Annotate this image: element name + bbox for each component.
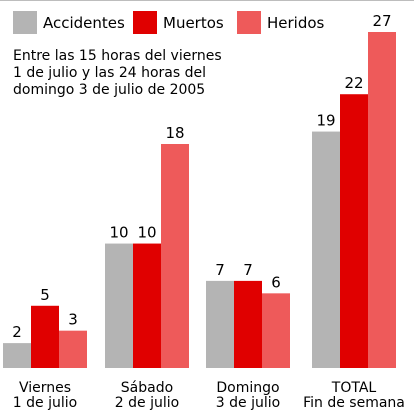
subtitle-line: Entre las 15 horas del viernes (13, 48, 222, 64)
legend-label-heridos: Heridos (267, 14, 325, 32)
legend-label-accidentes: Accidentes (43, 14, 125, 32)
legend-swatch-heridos (237, 11, 261, 34)
bar-accidentes-2 (206, 280, 234, 368)
category-label-0: Viernes 1 de julio (13, 380, 77, 411)
data-label-heridos-2: 6 (271, 273, 281, 291)
data-label-heridos-0: 3 (68, 311, 78, 329)
bar-muertos-2 (234, 280, 262, 368)
data-label-muertos-2: 7 (243, 261, 253, 279)
bar-muertos-0 (31, 305, 59, 368)
category-label-3: TOTAL Fin de semana (303, 380, 405, 411)
legend-swatch-accidentes (13, 11, 37, 34)
bar-heridos-1 (161, 144, 189, 368)
category-label-2: Domingo 3 de julio (216, 380, 280, 411)
bar-heridos-2 (262, 293, 290, 368)
data-label-heridos-1: 18 (165, 124, 184, 142)
category-labels: Viernes 1 de julio Sábado 2 de julio Domingo… (13, 380, 405, 411)
data-label-accidentes-1: 10 (109, 224, 128, 242)
subtitle-line: domingo 3 de julio de 2005 (13, 82, 205, 98)
bar-muertos-3 (340, 94, 368, 368)
data-label-muertos-1: 10 (137, 224, 156, 242)
data-label-accidentes-3: 19 (316, 112, 335, 130)
data-label-muertos-3: 22 (344, 74, 363, 92)
bar-accidentes-3 (312, 131, 340, 368)
legend: Accidentes Muertos Heridos (13, 11, 325, 34)
bar-accidentes-0 (3, 343, 31, 368)
bar-accidentes-1 (105, 243, 133, 368)
bar-muertos-1 (133, 243, 161, 368)
bars (3, 32, 396, 368)
legend-swatch-muertos (133, 11, 157, 34)
data-label-heridos-3: 27 (372, 12, 391, 30)
bar-heridos-0 (59, 330, 87, 368)
bar-heridos-3 (368, 32, 396, 368)
legend-label-muertos: Muertos (163, 14, 224, 32)
subtitle-line: 1 de julio y las 24 horas del (13, 65, 206, 81)
data-label-accidentes-2: 7 (215, 261, 225, 279)
category-label-1: Sábado 2 de julio (115, 380, 179, 411)
data-label-accidentes-0: 2 (12, 323, 22, 341)
data-label-muertos-0: 5 (40, 286, 50, 304)
